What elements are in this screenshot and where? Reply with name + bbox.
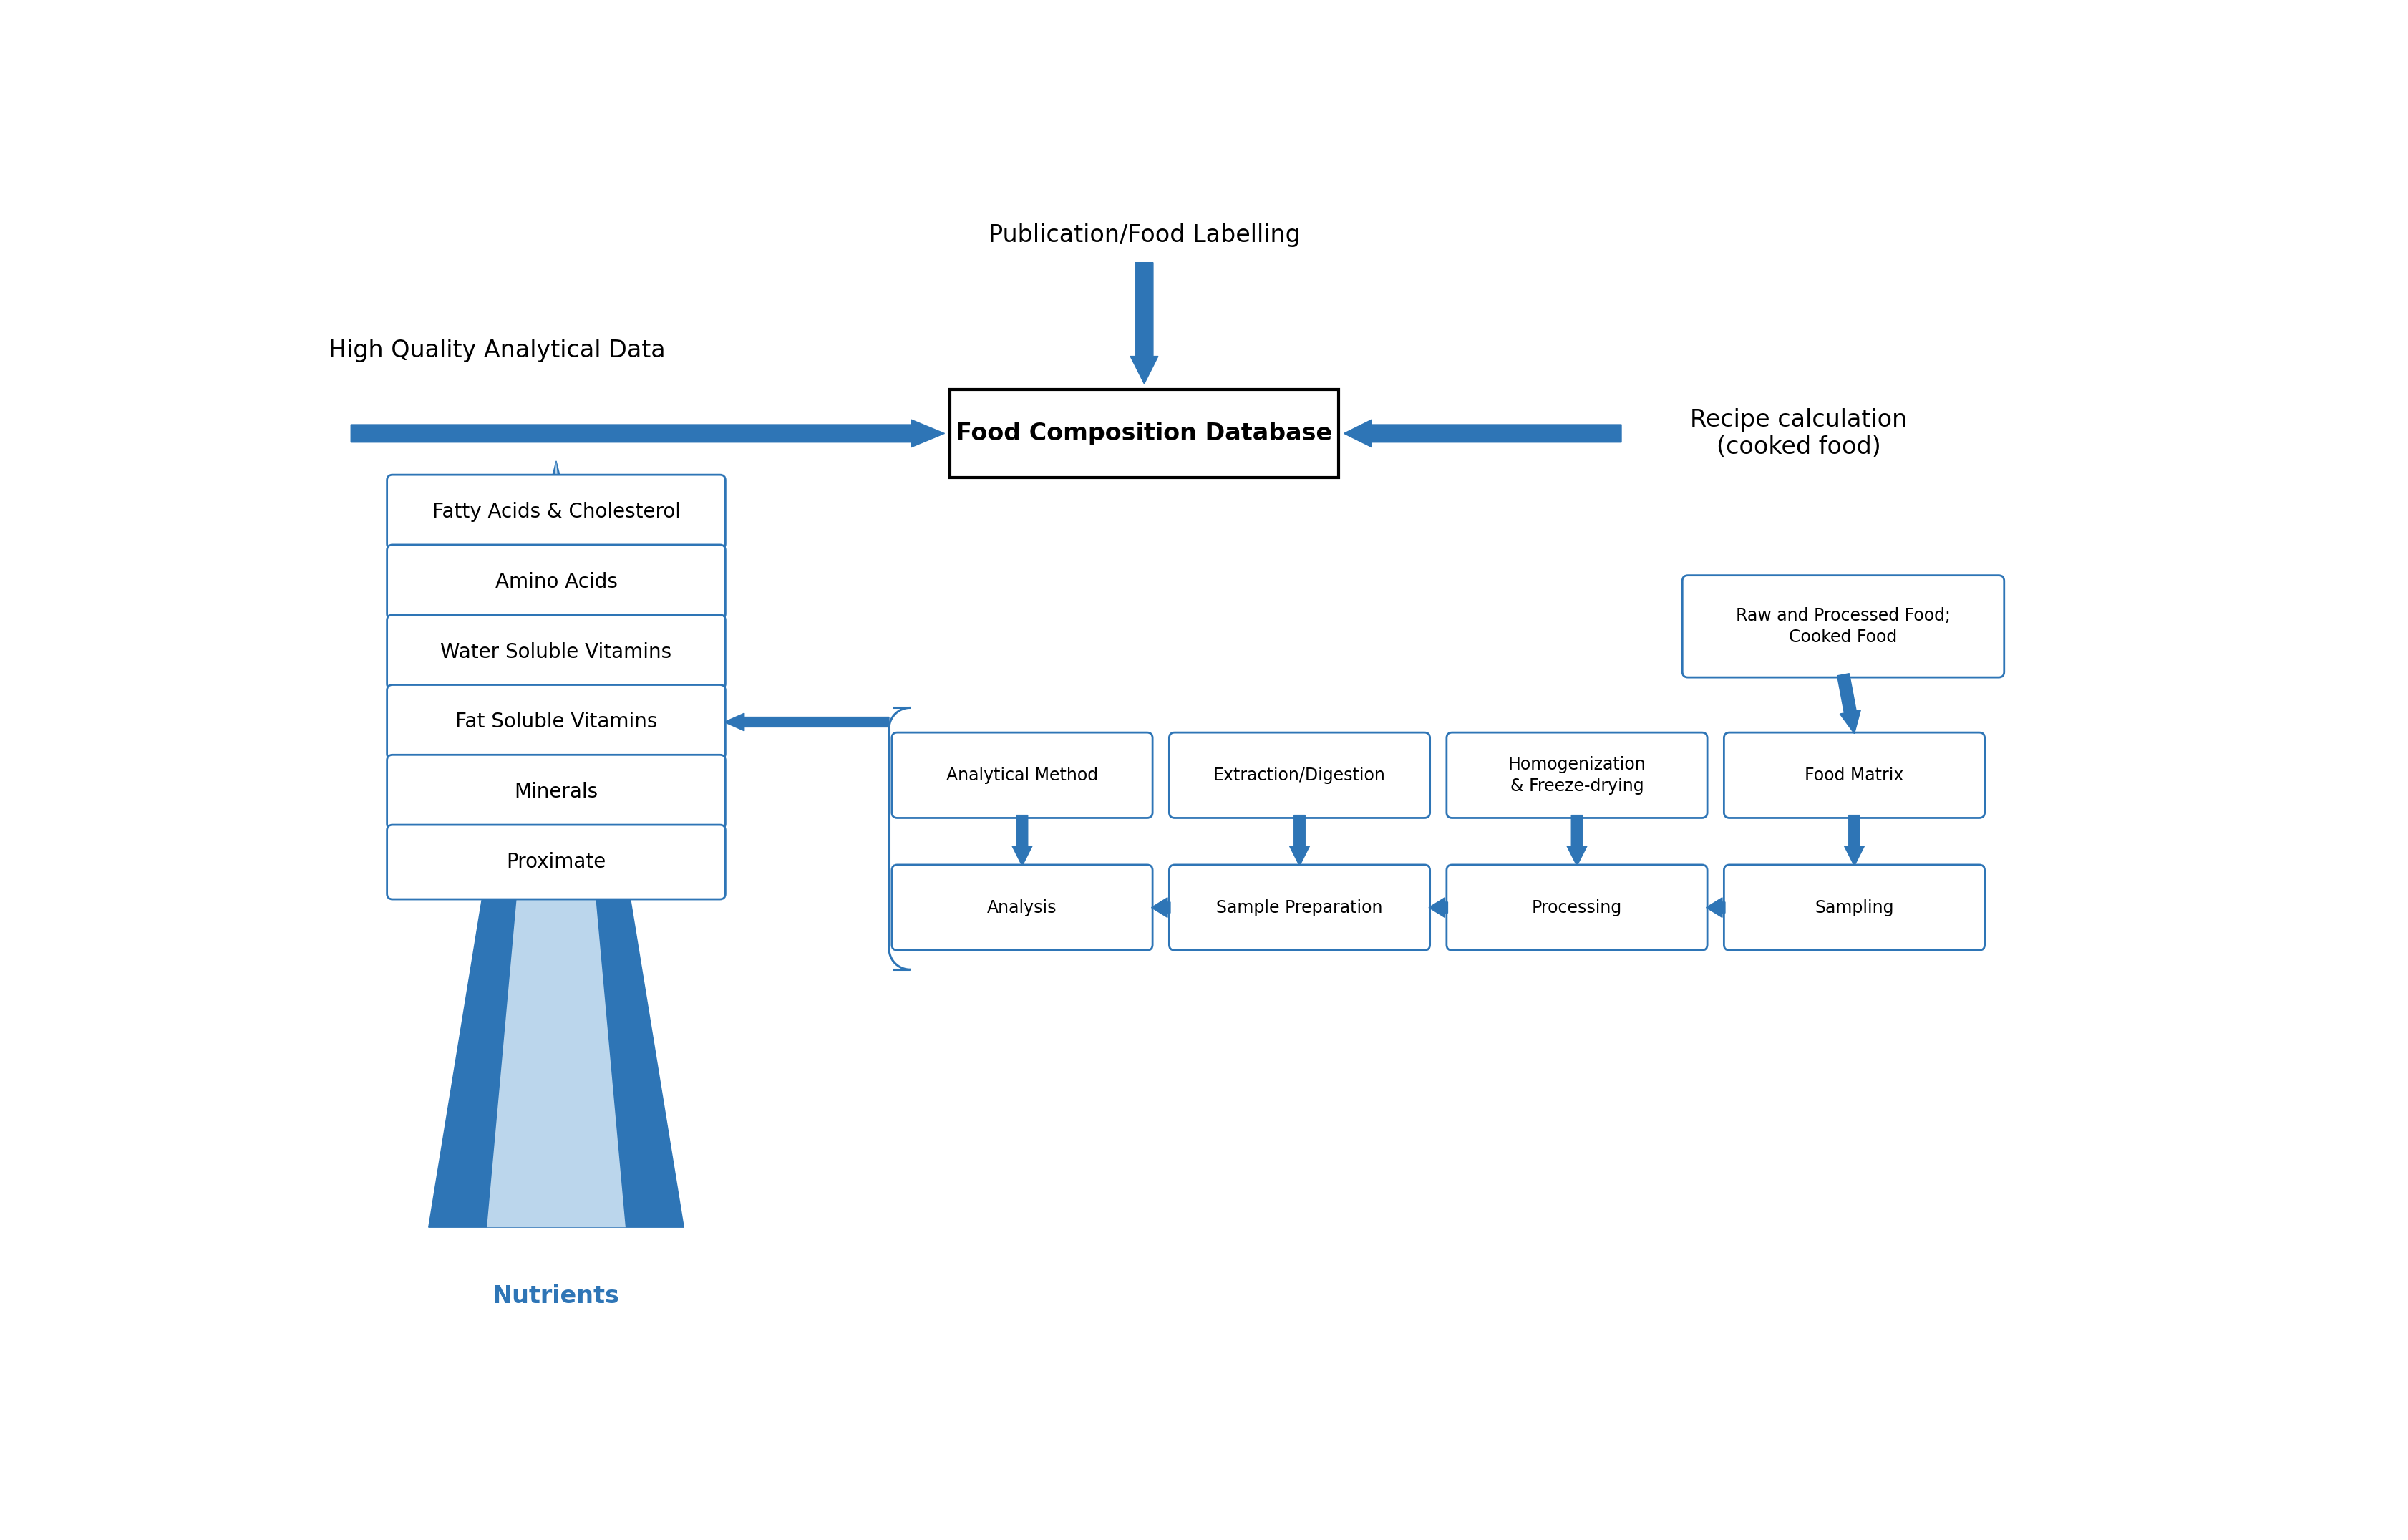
Text: Publication/Food Labelling: Publication/Food Labelling bbox=[987, 223, 1300, 246]
Polygon shape bbox=[1845, 815, 1864, 865]
Text: Recipe calculation
(cooked food): Recipe calculation (cooked food) bbox=[1690, 408, 1907, 459]
Text: Raw and Processed Food;
Cooked Food: Raw and Processed Food; Cooked Food bbox=[1736, 607, 1950, 645]
FancyBboxPatch shape bbox=[951, 390, 1339, 477]
Polygon shape bbox=[1707, 898, 1724, 918]
Text: Water Soluble Vitamins: Water Soluble Vitamins bbox=[441, 642, 672, 662]
Polygon shape bbox=[1568, 815, 1587, 865]
Text: Sampling: Sampling bbox=[1816, 899, 1893, 916]
FancyBboxPatch shape bbox=[388, 825, 725, 899]
Text: Extraction/Digestion: Extraction/Digestion bbox=[1214, 767, 1385, 784]
Text: Sample Preparation: Sample Preparation bbox=[1216, 899, 1382, 916]
Polygon shape bbox=[352, 419, 944, 447]
Text: Fatty Acids & Cholesterol: Fatty Acids & Cholesterol bbox=[431, 502, 681, 522]
Polygon shape bbox=[1291, 815, 1310, 865]
FancyBboxPatch shape bbox=[1170, 733, 1430, 818]
Text: Food Matrix: Food Matrix bbox=[1804, 767, 1905, 784]
FancyBboxPatch shape bbox=[388, 614, 725, 690]
Text: Nutrients: Nutrients bbox=[494, 1284, 619, 1307]
FancyBboxPatch shape bbox=[1724, 733, 1984, 818]
FancyBboxPatch shape bbox=[388, 545, 725, 619]
FancyBboxPatch shape bbox=[1683, 576, 2003, 678]
Text: Proximate: Proximate bbox=[506, 852, 607, 872]
FancyBboxPatch shape bbox=[388, 474, 725, 550]
Text: Minerals: Minerals bbox=[515, 782, 597, 802]
FancyBboxPatch shape bbox=[1447, 733, 1707, 818]
Text: Analytical Method: Analytical Method bbox=[946, 767, 1098, 784]
FancyBboxPatch shape bbox=[1724, 865, 1984, 950]
Text: Processing: Processing bbox=[1531, 899, 1623, 916]
Polygon shape bbox=[1129, 262, 1158, 383]
FancyBboxPatch shape bbox=[388, 685, 725, 759]
Text: Food Composition Database: Food Composition Database bbox=[956, 422, 1332, 445]
Text: Amino Acids: Amino Acids bbox=[496, 571, 616, 591]
FancyBboxPatch shape bbox=[891, 733, 1153, 818]
Polygon shape bbox=[1344, 419, 1621, 447]
FancyBboxPatch shape bbox=[1170, 865, 1430, 950]
Polygon shape bbox=[1151, 898, 1170, 918]
Text: Fat Soluble Vitamins: Fat Soluble Vitamins bbox=[455, 711, 657, 732]
FancyBboxPatch shape bbox=[891, 865, 1153, 950]
Polygon shape bbox=[1011, 815, 1033, 865]
Polygon shape bbox=[725, 713, 889, 732]
FancyBboxPatch shape bbox=[388, 755, 725, 829]
Text: Homogenization
& Freeze-drying: Homogenization & Freeze-drying bbox=[1507, 756, 1647, 795]
Polygon shape bbox=[1837, 673, 1861, 733]
Polygon shape bbox=[486, 460, 626, 1227]
Polygon shape bbox=[1428, 898, 1447, 918]
Polygon shape bbox=[429, 460, 684, 1227]
Text: Analysis: Analysis bbox=[987, 899, 1057, 916]
Text: High Quality Analytical Data: High Quality Analytical Data bbox=[330, 339, 665, 362]
FancyBboxPatch shape bbox=[1447, 865, 1707, 950]
